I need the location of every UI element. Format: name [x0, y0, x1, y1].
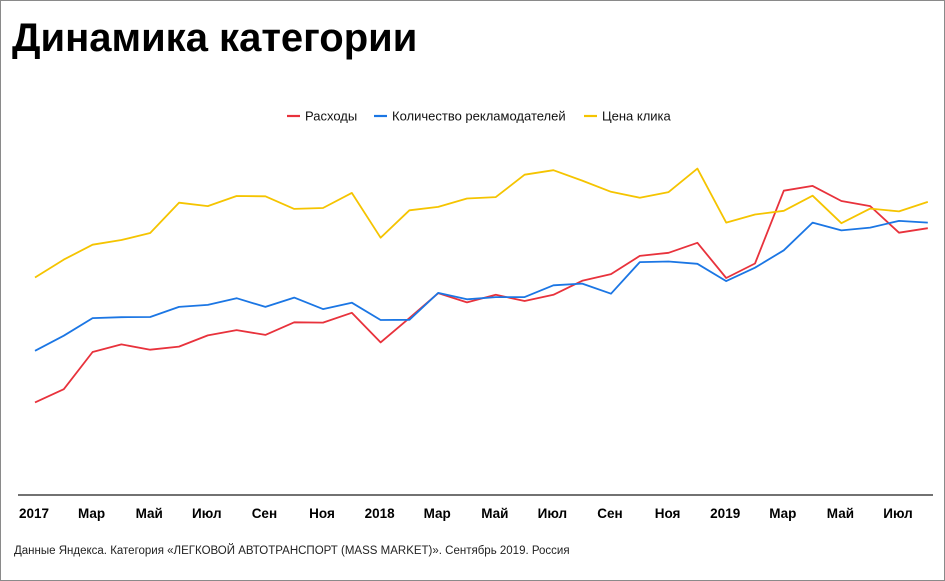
x-tick-label: Ноя — [309, 506, 335, 521]
legend-item-1: Количество рекламодателей — [374, 109, 566, 124]
legend-label-0: Расходы — [305, 109, 357, 124]
legend-label-1: Количество рекламодателей — [392, 109, 566, 124]
legend-item-2: Цена клика — [584, 109, 672, 124]
x-tick-label: Май — [136, 506, 163, 521]
source-note: Данные Яндекса. Категория «ЛЕГКОВОЙ АВТО… — [14, 545, 570, 557]
x-tick-label: Мар — [769, 506, 796, 521]
x-tick-label: Май — [481, 506, 508, 521]
x-tick-label: Июл — [538, 506, 567, 521]
chart-legend: Расходы Количество рекламодателей Цена кли… — [287, 109, 672, 124]
x-tick-label: 2018 — [365, 506, 396, 521]
x-tick-label: Июл — [883, 506, 912, 521]
series-line-1 — [34, 219, 928, 352]
x-tick-label: Мар — [424, 506, 451, 521]
x-tick-label: 2017 — [19, 506, 49, 521]
x-tick-label: Мар — [78, 506, 105, 521]
legend-label-2: Цена клика — [602, 109, 672, 124]
series-line-2 — [34, 167, 929, 279]
x-tick-label: Май — [827, 506, 854, 521]
x-tick-label: Сен — [597, 506, 622, 521]
series-layer — [34, 167, 929, 404]
x-tick-label: Ноя — [655, 506, 681, 521]
series-line-0 — [34, 184, 928, 404]
x-tick-label: Сен — [252, 506, 277, 521]
page-title: Динамика категории — [12, 16, 418, 60]
x-tick-label: 2019 — [710, 506, 740, 521]
x-tick-labels: 2017 Мар Май Июл Сен Ноя 2018 Мар Май Июл Сен Ноя 20… — [19, 506, 913, 521]
x-tick-label: Июл — [192, 506, 221, 521]
legend-item-0: Расходы — [287, 109, 357, 124]
